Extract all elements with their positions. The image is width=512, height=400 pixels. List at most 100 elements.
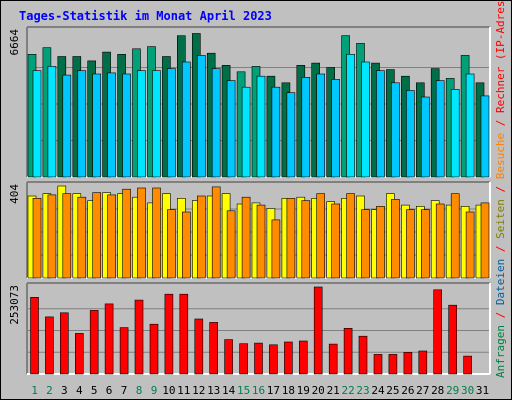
x-tick-label-day-8: 8 [136,384,143,397]
bar-besuche-day-8 [137,187,146,279]
bar-dateien-day-8 [137,70,146,178]
bar-kb-f-day-23 [358,335,368,375]
bar-kb-f-day-13 [209,322,218,375]
bar-dateien-day-15 [241,86,251,178]
x-tick-label-day-1: 1 [31,384,38,397]
x-tick-label-day-6: 6 [106,384,113,397]
x-tick-label-day-15: 15 [237,384,250,397]
x-tick-label-day-9: 9 [151,384,158,397]
bar-besuche-day-14 [226,210,236,279]
bar-kb-f-day-15 [239,343,248,375]
bar-besuche-day-9 [152,187,161,279]
bar-dateien-day-18 [286,92,296,178]
bar-kb-f-day-2 [45,316,54,375]
x-tick-label-day-4: 4 [76,384,83,397]
x-tick-label-day-30: 30 [461,384,474,397]
legend-part-7: / [494,113,507,133]
bar-kb-f-day-27 [418,350,428,375]
bar-dateien-day-6 [107,72,116,178]
x-tick-label-day-13: 13 [207,384,220,397]
bar-kb-f-day-4 [75,333,84,375]
legend-part-1: / [494,305,507,325]
y-tick-label: 404 [8,184,21,204]
bar-dateien-day-25 [391,82,400,178]
bar-dateien-day-19 [301,77,311,178]
legend-part-3: / [494,239,507,259]
bar-kb-f-day-9 [149,323,159,375]
x-tick-label-day-22: 22 [341,384,354,397]
legend-part-2: Dateien [494,259,507,305]
bar-dateien-day-9 [152,70,161,178]
bar-besuche-day-29 [450,193,460,279]
legend-part-5: / [494,179,507,199]
bar-kb-f-day-6 [104,303,114,375]
bar-kb-f-day-10 [164,293,174,375]
bar-dateien-day-28 [435,80,445,178]
bar-besuche-day-22 [346,193,355,279]
x-tick-label-day-28: 28 [431,384,444,397]
bar-besuche-day-11 [182,211,191,279]
legend-part-4: Seiten [494,199,507,239]
legend-part-8: Rechner (IP-Adressen) [494,0,507,113]
bar-kb-f-day-29 [448,304,458,375]
y-tick-label: 253073 [8,285,21,325]
bar-besuche-day-10 [167,209,176,279]
x-tick-label-day-10: 10 [162,384,175,397]
bar-dateien-day-20 [316,73,326,178]
legend-part-0: Anfragen [494,325,507,378]
bar-besuche-day-18 [286,198,296,279]
x-axis-day-labels: 1 2 3 4 5 6 7 8 9 10 11 12 13 14 15 16 17 18 19 20 21 22 23 24 2… [31,384,489,397]
bar-kb-f-day-5 [89,310,99,375]
chart-panels: 6664 404 253073 [8,26,491,375]
bar-besuche-day-30 [465,211,475,279]
bar-besuche-day-24 [376,206,385,279]
bar-besuche-day-23 [361,209,370,279]
bar-dateien-day-23 [361,61,370,178]
x-tick-label-day-5: 5 [91,384,98,397]
bar-kb-f-day-16 [254,342,263,375]
bar-besuche-day-7 [122,188,131,279]
x-tick-label-day-23: 23 [356,384,369,397]
x-tick-label-day-29: 29 [446,384,459,397]
bar-dateien-day-11 [182,61,191,178]
bar-kb-f-day-22 [343,327,353,375]
bar-dateien-day-26 [406,90,415,178]
bar-kb-f-day-30 [463,355,472,375]
bar-besuche-day-15 [241,196,251,279]
x-tick-label-day-31: 31 [476,384,489,397]
bar-besuche-day-16 [256,204,266,279]
bar-besuche-day-31 [480,202,490,279]
bar-dateien-day-29 [450,89,460,178]
bar-besuche-day-1 [32,198,42,279]
bar-dateien-day-13 [211,68,221,178]
bar-dateien-day-24 [376,70,385,178]
bar-besuche-day-3 [62,193,72,279]
bar-dateien-day-14 [226,80,236,178]
bar-dateien-day-7 [122,73,131,178]
bar-besuche-day-6 [107,194,116,279]
x-tick-label-day-26: 26 [401,384,414,397]
bar-dateien-day-1 [32,70,42,178]
x-tick-label-day-27: 27 [416,384,429,397]
x-tick-label-day-2: 2 [46,384,53,397]
bar-kb-f-day-26 [403,351,413,375]
bar-besuche-day-28 [435,203,445,279]
bar-besuche-day-25 [391,199,400,279]
bar-kb-f-day-7 [119,327,129,375]
bar-kb-f-day-24 [373,354,383,375]
bar-kb-f-day-11 [179,293,189,375]
x-tick-label-day-17: 17 [267,384,280,397]
bar-dateien-day-2 [47,66,57,178]
bar-kb-f-day-17 [269,344,278,375]
bar-kb-f-day-25 [388,354,398,375]
x-tick-label-day-21: 21 [327,384,340,397]
bar-dateien-day-16 [256,75,266,178]
bar-kb-f-day-28 [433,289,443,375]
legend-part-6: Besuche [494,133,507,179]
bar-besuche-day-13 [211,186,221,279]
x-tick-label-day-7: 7 [121,384,128,397]
x-tick-label-day-3: 3 [61,384,68,397]
bar-besuche-day-21 [331,203,341,279]
bar-dateien-day-21 [331,79,341,178]
